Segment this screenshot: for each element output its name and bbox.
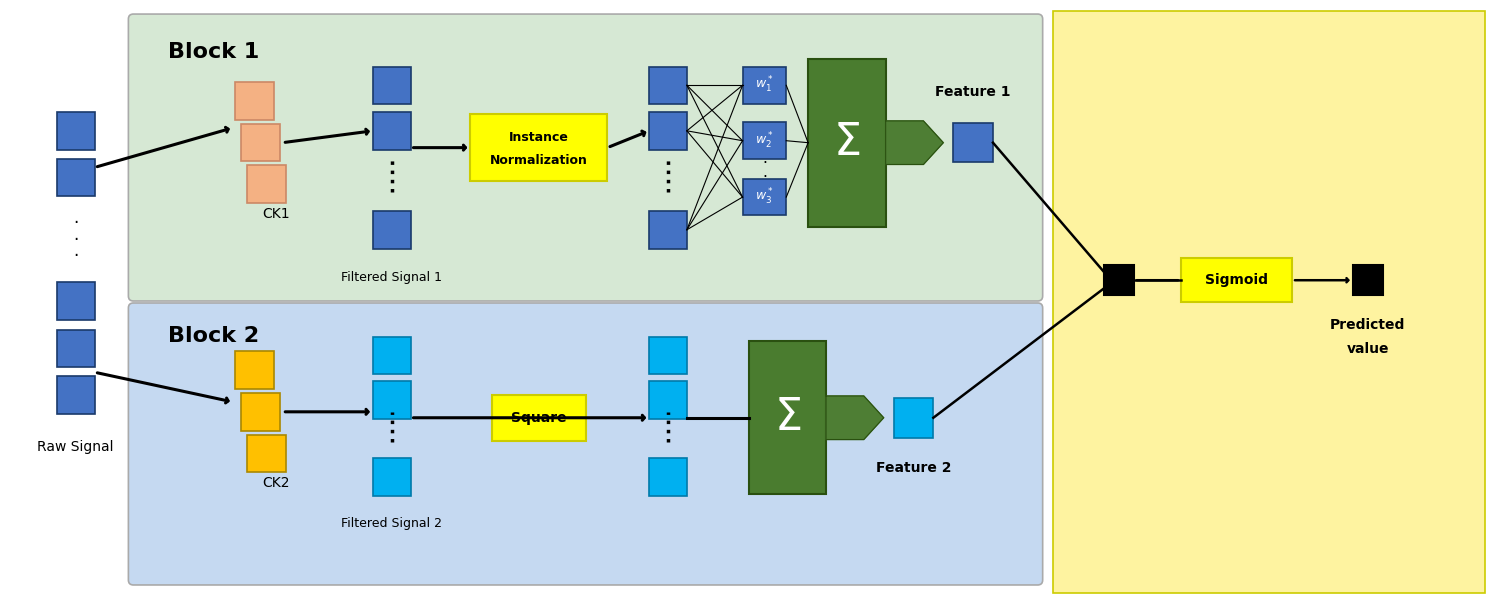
Text: $\Sigma$: $\Sigma$ <box>773 396 800 439</box>
FancyBboxPatch shape <box>373 112 411 150</box>
FancyBboxPatch shape <box>492 395 586 441</box>
FancyBboxPatch shape <box>235 82 274 120</box>
FancyBboxPatch shape <box>1052 11 1486 593</box>
FancyBboxPatch shape <box>235 352 274 389</box>
FancyBboxPatch shape <box>241 124 280 161</box>
FancyBboxPatch shape <box>1352 265 1382 295</box>
FancyBboxPatch shape <box>247 166 286 203</box>
Polygon shape <box>826 396 883 439</box>
FancyBboxPatch shape <box>129 14 1043 301</box>
Text: $w_1^*$: $w_1^*$ <box>755 75 773 95</box>
FancyBboxPatch shape <box>373 337 411 374</box>
Text: Block 1: Block 1 <box>168 42 259 62</box>
FancyBboxPatch shape <box>373 211 411 249</box>
Text: Predicted: Predicted <box>1330 318 1406 332</box>
Polygon shape <box>886 121 943 164</box>
Text: $w_2^*$: $w_2^*$ <box>755 131 773 150</box>
FancyBboxPatch shape <box>57 112 94 150</box>
FancyBboxPatch shape <box>1181 258 1292 302</box>
FancyBboxPatch shape <box>953 123 992 163</box>
FancyBboxPatch shape <box>742 179 787 216</box>
FancyBboxPatch shape <box>649 458 687 496</box>
Text: $w_3^*$: $w_3^*$ <box>755 187 773 207</box>
Text: Normalization: Normalization <box>490 154 588 167</box>
FancyBboxPatch shape <box>649 211 687 249</box>
FancyBboxPatch shape <box>57 282 94 320</box>
Text: Square: Square <box>511 411 567 425</box>
FancyBboxPatch shape <box>57 330 94 367</box>
Text: value: value <box>1346 341 1390 356</box>
Text: $\Sigma$: $\Sigma$ <box>833 121 860 164</box>
Text: ·
·
·: · · · <box>73 214 78 265</box>
Text: CK2: CK2 <box>262 476 291 490</box>
FancyBboxPatch shape <box>373 458 411 496</box>
Text: Filtered Signal 2: Filtered Signal 2 <box>342 517 442 530</box>
FancyBboxPatch shape <box>742 122 787 159</box>
Text: Raw Signal: Raw Signal <box>37 439 114 453</box>
FancyBboxPatch shape <box>57 376 94 414</box>
FancyBboxPatch shape <box>129 303 1043 585</box>
Text: Block 2: Block 2 <box>168 326 259 346</box>
FancyBboxPatch shape <box>808 58 886 227</box>
FancyBboxPatch shape <box>373 381 411 419</box>
FancyBboxPatch shape <box>373 66 411 104</box>
Text: Feature 2: Feature 2 <box>875 461 952 476</box>
FancyBboxPatch shape <box>649 381 687 419</box>
Text: Sigmoid: Sigmoid <box>1205 273 1268 287</box>
FancyBboxPatch shape <box>241 393 280 430</box>
FancyBboxPatch shape <box>742 67 787 104</box>
FancyBboxPatch shape <box>1105 265 1135 295</box>
Text: Instance: Instance <box>508 131 568 144</box>
Text: Feature 1: Feature 1 <box>935 85 1010 99</box>
FancyBboxPatch shape <box>649 112 687 150</box>
FancyBboxPatch shape <box>649 66 687 104</box>
Text: CK1: CK1 <box>262 207 291 221</box>
FancyBboxPatch shape <box>748 341 826 494</box>
FancyBboxPatch shape <box>649 337 687 374</box>
Text: ·
·: · · <box>761 156 767 185</box>
Text: Filtered Signal 1: Filtered Signal 1 <box>342 272 442 284</box>
FancyBboxPatch shape <box>247 435 286 472</box>
FancyBboxPatch shape <box>893 398 934 438</box>
FancyBboxPatch shape <box>471 114 607 181</box>
FancyBboxPatch shape <box>57 158 94 196</box>
